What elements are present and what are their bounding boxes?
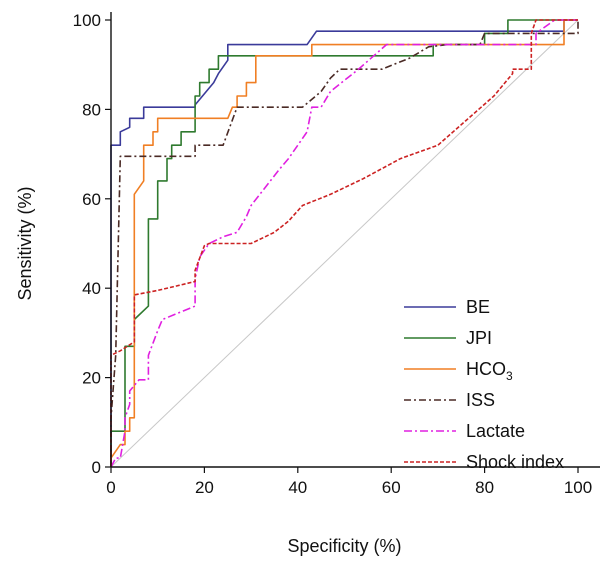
y-tick-label: 0	[92, 458, 101, 477]
legend-label-iss: ISS	[466, 390, 495, 410]
series-line-shock-index	[110, 19, 578, 467]
series-layer	[110, 19, 579, 468]
reference-layer	[110, 19, 579, 468]
y-tick-label: 80	[82, 100, 101, 119]
series-line-lactate	[110, 19, 578, 468]
axes-layer	[110, 12, 600, 468]
y-tick-label: 40	[82, 279, 101, 298]
x-tick-label: 100	[564, 478, 592, 497]
legend-label-shock-index: Shock index	[466, 452, 564, 472]
x-tick-label: 0	[106, 478, 115, 497]
x-tick-label: 20	[195, 478, 214, 497]
y-axis-title: Sensitivity (%)	[15, 186, 35, 300]
reference-diagonal-line	[110, 19, 579, 468]
x-tick-label: 40	[288, 478, 307, 497]
y-tick-label: 60	[82, 190, 101, 209]
legend-label-hco: HCO3	[466, 359, 513, 383]
series-line-hco	[110, 19, 578, 467]
series-line-iss	[110, 20, 579, 467]
legend: BE JPI HCO3 ISS Lactate Shock index	[404, 297, 564, 472]
legend-label-be: BE	[466, 297, 490, 317]
y-tick-label: 100	[73, 11, 101, 30]
x-tick-label: 60	[382, 478, 401, 497]
legend-label-lactate: Lactate	[466, 421, 525, 441]
x-axis-title: Specificity (%)	[287, 536, 401, 556]
legend-label-jpi: JPI	[466, 328, 492, 348]
legend-label-subscript: 3	[506, 369, 513, 383]
x-tick-label: 80	[475, 478, 494, 497]
ticks-layer: 0 20 40 60 80 100 0 20 40 60 80 100	[73, 11, 593, 497]
y-tick-label: 20	[82, 369, 101, 388]
